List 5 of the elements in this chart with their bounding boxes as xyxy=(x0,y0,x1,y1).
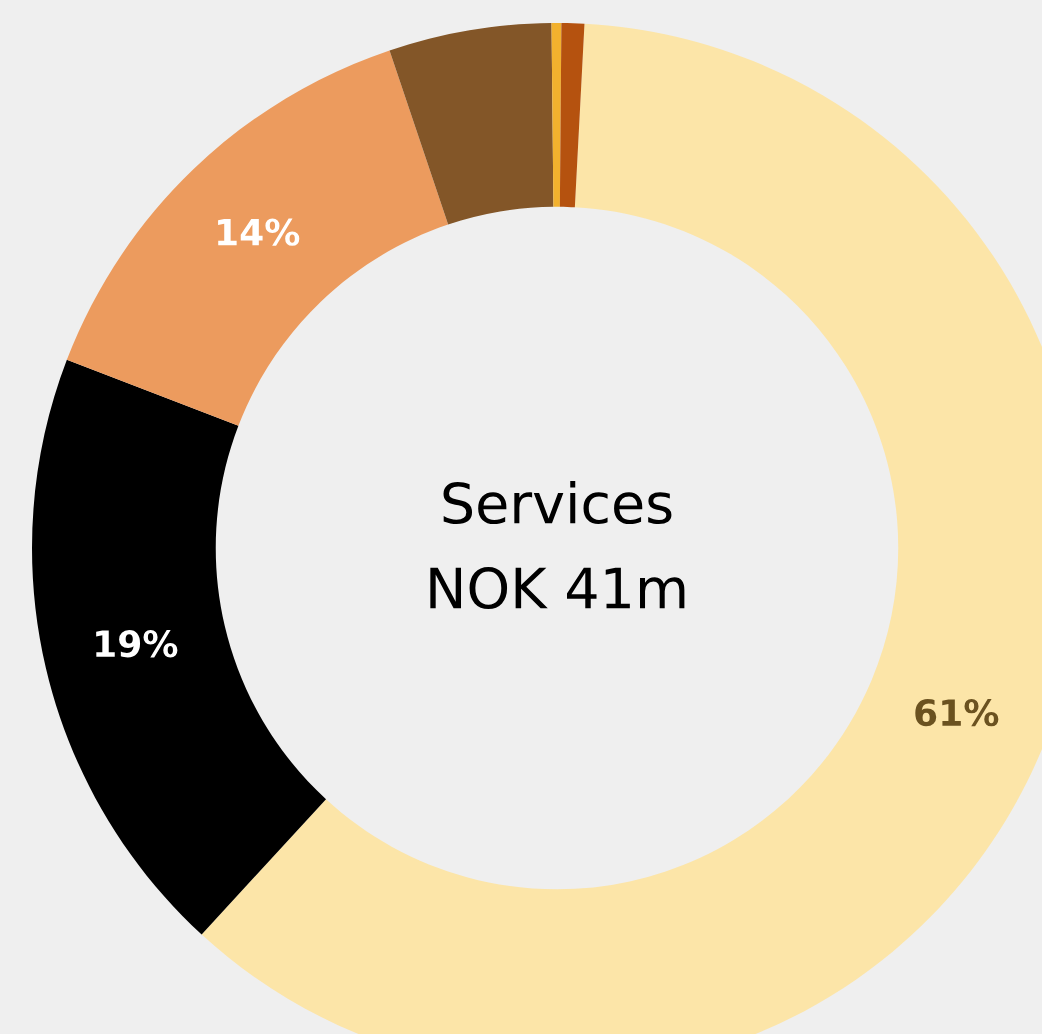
text: NOK 41m xyxy=(430,567,685,610)
data-label: 61% xyxy=(915,699,999,727)
data-label: 19% xyxy=(96,630,178,658)
text: Services xyxy=(443,481,672,525)
data-label: 14% xyxy=(218,218,300,246)
